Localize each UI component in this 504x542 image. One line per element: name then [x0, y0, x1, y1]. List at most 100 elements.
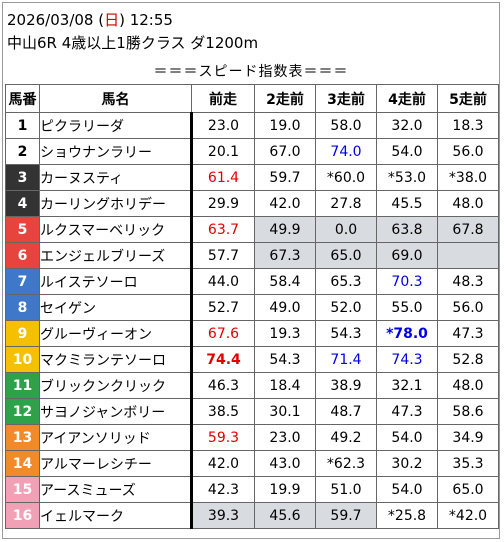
table-row: 12 サヨノジャンボリー 38.5 30.1 48.7 47.3 58.6 — [5, 398, 499, 425]
speed-index-cell: 56.0 — [437, 294, 499, 321]
speed-index-cell: 49.2 — [315, 424, 377, 451]
speed-index-cell: 54.3 — [315, 320, 377, 347]
speed-index-cell: 52.0 — [315, 294, 377, 321]
horse-name: ピクラリーダ — [39, 112, 192, 139]
horse-number: 15 — [5, 476, 40, 503]
speed-index-cell: 54.3 — [254, 346, 316, 373]
speed-index-cell: 19.3 — [254, 320, 316, 347]
table-row: 9 グルーヴィーオン 67.6 19.3 54.3 *78.0 47.3 — [5, 320, 499, 347]
horse-name: エンジェルブリーズ — [39, 242, 192, 269]
table-row: 13 アイアンソリッド 59.3 23.0 49.2 54.0 34.9 — [5, 424, 499, 451]
speed-index-cell: 0.0 — [315, 216, 377, 243]
horse-name: アースミューズ — [39, 476, 192, 503]
speed-index-cell: 32.1 — [376, 372, 438, 399]
speed-index-cell: 23.0 — [190, 112, 255, 139]
speed-index-cell: 43.0 — [254, 450, 316, 477]
speed-index-cell: 34.9 — [437, 424, 499, 451]
speed-index-cell: 63.8 — [376, 216, 438, 243]
horse-number: 6 — [5, 242, 40, 269]
speed-index-cell: 49.9 — [254, 216, 316, 243]
speed-index-cell: 71.4 — [315, 346, 377, 373]
speed-index-cell: 74.0 — [315, 138, 377, 165]
date-text: 2026/03/08 ( — [7, 11, 105, 29]
speed-index-cell: 30.2 — [376, 450, 438, 477]
speed-index-cell: 74.3 — [376, 346, 438, 373]
horse-number: 12 — [5, 398, 40, 425]
speed-index-cell: 57.7 — [190, 242, 255, 269]
speed-index-cell: 29.9 — [190, 190, 255, 217]
speed-index-cell: 74.4 — [190, 346, 255, 373]
speed-index-cell: 20.1 — [190, 138, 255, 165]
speed-index-cell: 69.0 — [376, 242, 438, 269]
speed-index-cell: 42.3 — [190, 476, 255, 503]
weekday-text: 日 — [104, 11, 120, 29]
speed-index-cell: *25.8 — [376, 502, 438, 529]
time-text: ) 12:55 — [119, 11, 173, 29]
speed-index-cell: 19.9 — [254, 476, 316, 503]
speed-index-cell: 51.0 — [315, 476, 377, 503]
col-header-horse-name: 馬名 — [39, 84, 192, 113]
speed-index-cell: 45.5 — [376, 190, 438, 217]
table-row: 4 カーリングホリデー 29.9 42.0 27.8 45.5 48.0 — [5, 190, 499, 217]
speed-index-cell: 56.0 — [437, 138, 499, 165]
horse-number: 2 — [5, 138, 40, 165]
speed-index-cell: 30.1 — [254, 398, 316, 425]
speed-index-cell: 18.4 — [254, 372, 316, 399]
speed-index-cell: 58.4 — [254, 268, 316, 295]
horse-name: アルマーレシチー — [39, 450, 192, 477]
speed-index-cell: 42.0 — [254, 190, 316, 217]
speed-index-cell: *42.0 — [437, 502, 499, 529]
speed-index-cell: *60.0 — [315, 164, 377, 191]
speed-index-cell — [437, 242, 499, 269]
horse-number: 8 — [5, 294, 40, 321]
speed-index-cell: 59.7 — [254, 164, 316, 191]
speed-index-cell: 58.0 — [315, 112, 377, 139]
race-datetime: 2026/03/08 (日) 12:55 — [7, 11, 173, 29]
speed-index-cell: 61.4 — [190, 164, 255, 191]
speed-index-cell: *62.3 — [315, 450, 377, 477]
speed-index-cell: 48.3 — [437, 268, 499, 295]
speed-index-cell: 52.8 — [437, 346, 499, 373]
horse-name: マクミランテソーロ — [39, 346, 192, 373]
speed-index-cell: 54.0 — [376, 138, 438, 165]
speed-index-cell: *78.0 — [376, 320, 438, 347]
speed-index-cell: 18.3 — [437, 112, 499, 139]
horse-number: 13 — [5, 424, 40, 451]
horse-number: 7 — [5, 268, 40, 295]
speed-index-cell: 67.6 — [190, 320, 255, 347]
table-row: 1 ピクラリーダ 23.0 19.0 58.0 32.0 18.3 — [5, 112, 499, 139]
speed-index-cell: 65.0 — [315, 242, 377, 269]
horse-name: サヨノジャンボリー — [39, 398, 192, 425]
speed-index-cell: 52.7 — [190, 294, 255, 321]
table-row: 16 イェルマーク 39.3 45.6 59.7 *25.8 *42.0 — [5, 502, 499, 529]
speed-index-cell: 67.3 — [254, 242, 316, 269]
table-row: 10 マクミランテソーロ 74.4 54.3 71.4 74.3 52.8 — [5, 346, 499, 373]
col-header-3-races-ago: 3走前 — [315, 84, 377, 113]
speed-index-cell: 42.0 — [190, 450, 255, 477]
speed-index-cell: *53.0 — [376, 164, 438, 191]
speed-index-cell: 63.7 — [190, 216, 255, 243]
horse-number: 5 — [5, 216, 40, 243]
horse-name: ルクスマーベリック — [39, 216, 192, 243]
table-row: 8 セイゲン 52.7 49.0 52.0 55.0 56.0 — [5, 294, 499, 321]
speed-index-cell: 58.6 — [437, 398, 499, 425]
speed-index-cell: 54.0 — [376, 424, 438, 451]
horse-number: 4 — [5, 190, 40, 217]
horse-number: 10 — [5, 346, 40, 373]
speed-index-cell: 65.3 — [315, 268, 377, 295]
speed-index-cell: 67.8 — [437, 216, 499, 243]
speed-index-cell: 67.0 — [254, 138, 316, 165]
speed-index-cell: 48.0 — [437, 190, 499, 217]
horse-name: ショウナンラリー — [39, 138, 192, 165]
table-row: 7 ルイステソーロ 44.0 58.4 65.3 70.3 48.3 — [5, 268, 499, 295]
speed-index-cell: 65.0 — [437, 476, 499, 503]
speed-index-cell: 35.3 — [437, 450, 499, 477]
horse-name: イェルマーク — [39, 502, 192, 529]
table-title: ＝＝＝スピード指数表＝＝＝ — [153, 64, 349, 80]
horse-number: 9 — [5, 320, 40, 347]
speed-index-cell: *38.0 — [437, 164, 499, 191]
horse-number: 14 — [5, 450, 40, 477]
race-info: 中山6R 4歳以上1勝クラス ダ1200m — [7, 34, 259, 52]
horse-name: アイアンソリッド — [39, 424, 192, 451]
horse-number: 1 — [5, 112, 40, 139]
